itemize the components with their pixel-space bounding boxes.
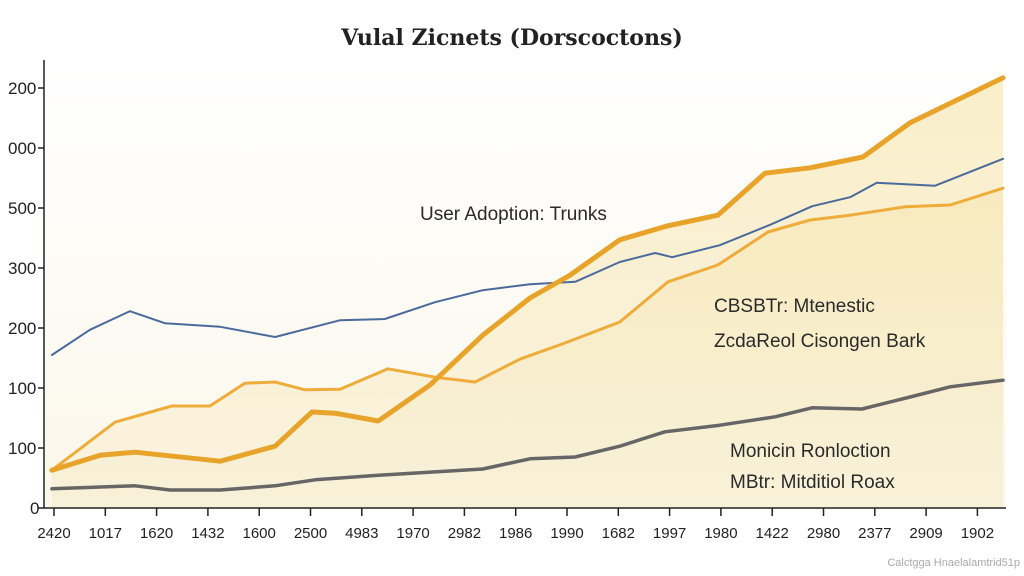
y-tick-label: 500 <box>8 199 36 218</box>
series-line-orange-thick <box>49 75 1006 473</box>
x-tick-label: 1980 <box>704 525 737 542</box>
x-tick-label: 2420 <box>37 525 70 542</box>
x-tick-label: 1997 <box>653 525 686 542</box>
y-tick-label: 100 <box>8 439 36 458</box>
series-line-orange-thin <box>50 186 1005 472</box>
x-tick-label: 2377 <box>858 525 891 542</box>
x-tick-label: 1432 <box>191 525 224 542</box>
y-tick-label: 200 <box>8 319 36 338</box>
annotation-mbtr: MBtr: Mitditiol Roax <box>730 472 895 493</box>
x-tick-label: 1990 <box>550 525 583 542</box>
x-tick-label: 2500 <box>294 525 327 542</box>
y-tick-label: 300 <box>8 259 36 278</box>
annotation-monicin: Monicin Ronloction <box>730 441 891 462</box>
x-tick-label: 1970 <box>396 525 429 542</box>
annotation-cbsbtr: CBSBTr: Mtenestic <box>714 296 875 317</box>
series-line-gray <box>50 378 1005 492</box>
y-tick-label: 100 <box>8 379 36 398</box>
series-area-fill <box>51 77 1004 509</box>
x-tick-label: 1600 <box>243 525 276 542</box>
annotation-zcdareol: ZcdaReol Cisongen Bark <box>714 331 926 352</box>
y-tick-label: 200 <box>8 79 36 98</box>
footer-watermark: Calctgga Hnaelalamtrid51p <box>887 557 1020 569</box>
x-tick-label: 1986 <box>499 525 532 542</box>
chart-title: Vulal Zicnets (Dorscoctons) <box>340 25 683 51</box>
y-tick-label: 000 <box>8 139 36 158</box>
x-tick-label: 1682 <box>602 525 635 542</box>
x-tick-label: 4983 <box>345 525 378 542</box>
x-tick-label: 2982 <box>448 525 481 542</box>
x-tick-label: 2980 <box>807 525 840 542</box>
y-tick-label: 0 <box>30 499 39 518</box>
x-tick-label: 1620 <box>140 525 173 542</box>
x-tick-label: 1017 <box>89 525 122 542</box>
annotation-user-adoption: User Adoption: Trunks <box>420 204 607 225</box>
x-tick-label: 1902 <box>961 525 994 542</box>
x-tick-label: 2909 <box>909 525 942 542</box>
x-tick-label: 1422 <box>756 525 789 542</box>
